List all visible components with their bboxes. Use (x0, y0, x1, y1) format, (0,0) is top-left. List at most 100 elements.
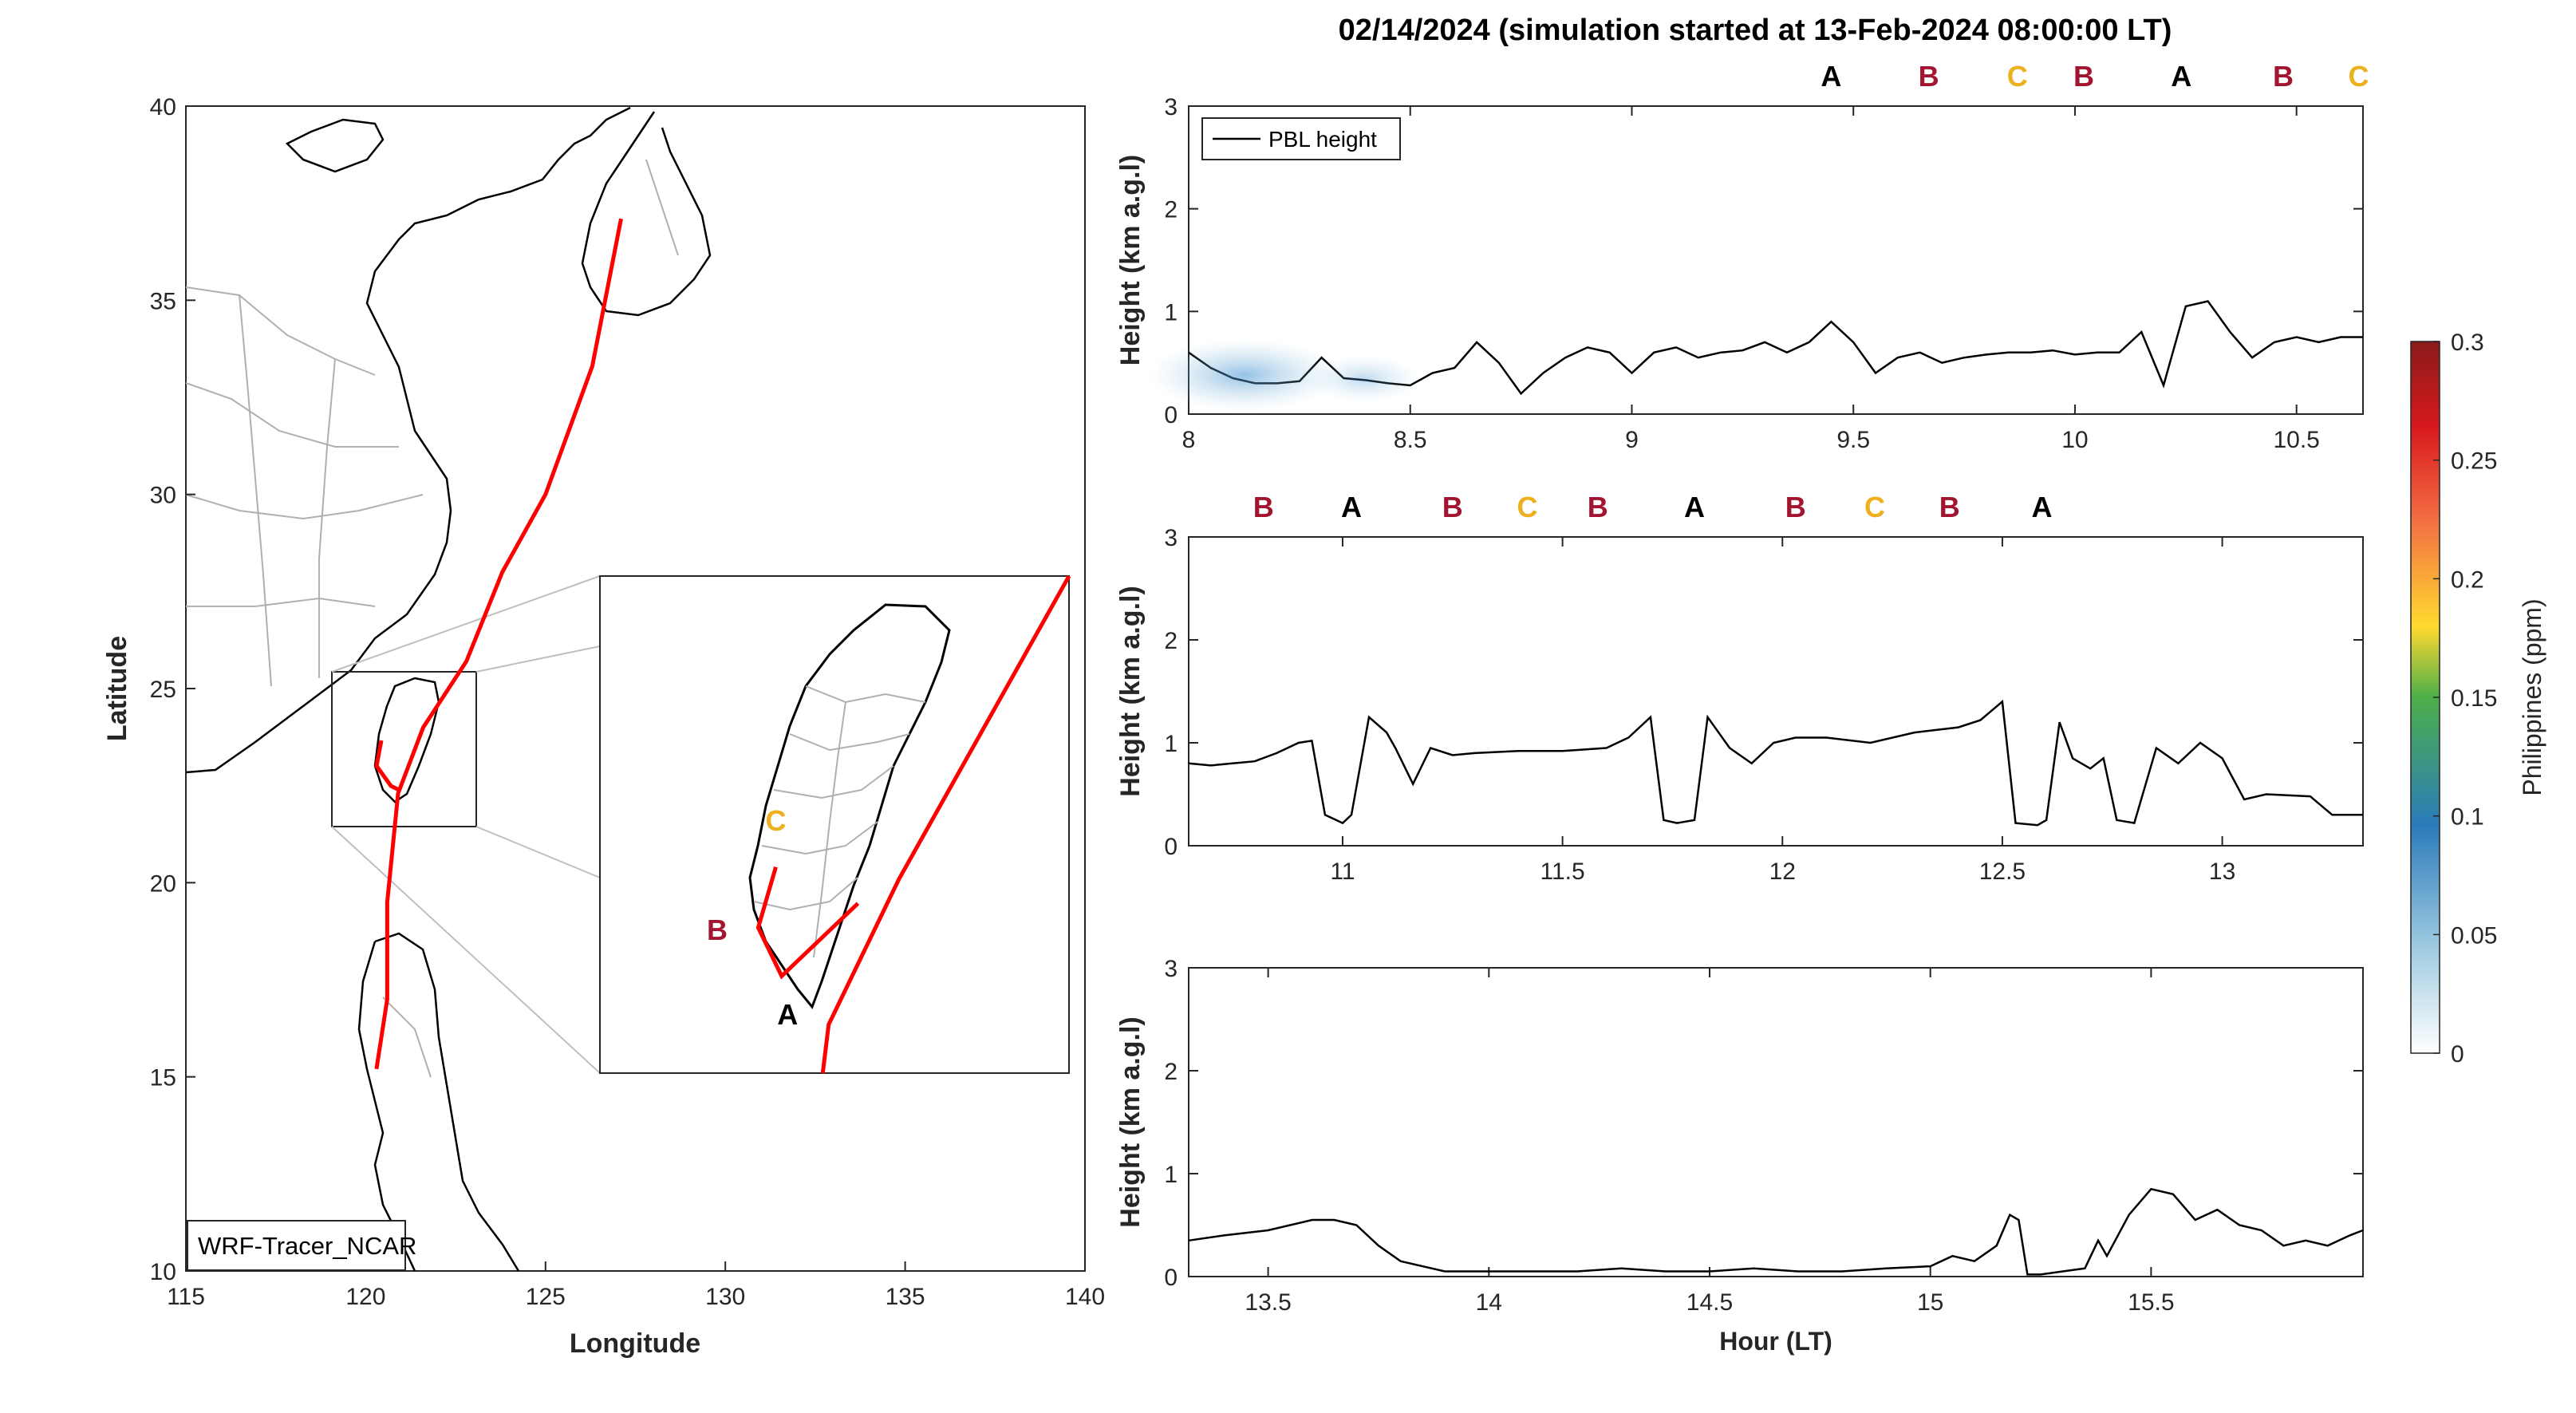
pbl-height-line (1188, 699, 2363, 827)
map-x-tick-label: 120 (345, 1284, 385, 1310)
map-x-tick-label: 130 (705, 1284, 745, 1310)
segment-marker-C: C (1864, 491, 1885, 523)
border-line (318, 358, 336, 678)
x-tick-label: 12 (1769, 858, 1796, 885)
inset-region-box (331, 671, 477, 827)
segment-marker-A: A (1341, 491, 1362, 523)
y-axis-label: Height (km a.g.l) (1115, 155, 1146, 365)
map-y-tick-label: 10 (150, 1259, 176, 1285)
y-tick-label: 3 (1164, 525, 1178, 551)
x-tick-label: 13.5 (1245, 1289, 1291, 1316)
tracer-shading (1149, 339, 1420, 411)
border-line (186, 597, 376, 607)
inset-connector (475, 826, 601, 878)
map-x-tick-label: 135 (886, 1284, 925, 1310)
segment-marker-C: C (1517, 491, 1538, 523)
segment-marker-B: B (1253, 491, 1274, 523)
x-tick-label: 11 (1330, 858, 1355, 885)
province-borders (185, 159, 679, 1078)
x-tick-label: 13 (2209, 858, 2235, 885)
model-label-box (187, 1220, 406, 1271)
y-axis-label: Height (km a.g.l) (1115, 586, 1146, 796)
segment-marker-A: A (1684, 491, 1705, 523)
x-tick-label: 14.5 (1686, 1289, 1733, 1316)
y-tick-label: 2 (1164, 1059, 1178, 1085)
figure-title: 02/14/2024 (simulation started at 13-Feb… (1339, 14, 2172, 47)
inset-connector (331, 575, 601, 673)
panel-axes-box (1188, 105, 2364, 415)
tracer-blob (1308, 355, 1420, 403)
inset-trajectory-main (820, 574, 1071, 1074)
pbl-panel-3: 13.5 14 14.5 15 15.5 0 1 2 3 Height (km a.g.l) Hou… (1115, 956, 2364, 1356)
map-x-tick-label: 115 (167, 1284, 205, 1310)
x-tick-label: 9.5 (1836, 427, 1870, 453)
trajectory-loop (374, 740, 400, 792)
y-axis-label: Height (km a.g.l) (1115, 1016, 1146, 1227)
colorbar-label: Philippines (ppm) (2518, 598, 2546, 795)
inset-connector (475, 645, 601, 673)
map-y-ticks: 10 15 20 25 30 35 40 (150, 94, 195, 1285)
bohai-coastline (285, 118, 385, 173)
x-tick-label: 15.5 (2128, 1289, 2174, 1316)
map-y-tick-label: 25 (150, 677, 176, 703)
colorbar: 0 0.05 0.1 0.15 0.2 0.25 0.3 Philippines (ppm) (2410, 330, 2546, 1068)
inset-label-C: C (766, 804, 787, 837)
border-line (645, 159, 679, 256)
map-y-tick-label: 20 (150, 870, 176, 897)
inset-taiwan-coastline (748, 603, 951, 1009)
y-tick-label: 0 (1164, 1265, 1178, 1291)
x-tick-label: 10 (2061, 427, 2088, 453)
inset-label-A: A (777, 998, 798, 1031)
border-line (773, 765, 894, 799)
panel-axes-box (1188, 967, 2364, 1277)
map-xlabel: Longitude (570, 1328, 700, 1359)
y-tick-label: 0 (1164, 402, 1178, 428)
colorbar-tick-label: 0.05 (2451, 922, 2497, 949)
tracer-blob (1149, 339, 1340, 411)
inset-box (599, 575, 1070, 1074)
x-tick-label: 10.5 (2273, 427, 2319, 453)
border-line (753, 877, 858, 911)
x-tick-label: 8 (1182, 427, 1196, 453)
y-tick-label: 1 (1164, 299, 1178, 326)
border-line (761, 821, 878, 855)
colorbar-ticks: 0 0.05 0.1 0.15 0.2 0.25 0.3 (2433, 330, 2497, 1068)
map-x-tick-label: 125 (526, 1284, 566, 1310)
colorbar-tick-label: 0.1 (2451, 804, 2484, 831)
y-tick-label: 3 (1164, 956, 1178, 982)
pbl-legend: PBL height (1201, 117, 1401, 160)
x-tick-label: 12.5 (1979, 858, 2026, 885)
border-line (789, 733, 910, 752)
map-y-tick-label: 35 (150, 288, 176, 314)
map-y-tick-label: 30 (150, 483, 176, 509)
y-tick-label: 2 (1164, 628, 1178, 654)
border-line (185, 286, 376, 376)
segment-marker-B: B (1785, 491, 1806, 523)
y-tick-label: 1 (1164, 731, 1178, 757)
segment-marker-B: B (1442, 491, 1463, 523)
panel-axes-box (1188, 536, 2364, 847)
border-line (813, 701, 846, 958)
x-tick-label: 9 (1625, 427, 1639, 453)
y-tick-label: 1 (1164, 1162, 1178, 1188)
segment-marker-B: B (1939, 491, 1960, 523)
colorbar-tick-label: 0.3 (2451, 330, 2484, 356)
segment-marker-C: C (2348, 60, 2369, 93)
inset-label-B: B (707, 914, 728, 946)
map-x-tick-label: 140 (1065, 1284, 1105, 1310)
segment-marker-C: C (2007, 60, 2028, 93)
map-ylabel: Latitude (102, 636, 132, 741)
map-panel: 115 120 125 130 135 140 10 15 20 25 30 35 40 Longit… (102, 94, 1105, 1359)
inset-labels: C B A (707, 804, 798, 1031)
segment-marker-A: A (2171, 60, 2191, 93)
map-x-ticks: 115 120 125 130 135 140 (167, 1261, 1105, 1310)
model-label: WRF-Tracer_NCAR (198, 1232, 416, 1260)
border-line (805, 685, 926, 704)
china-coastline (185, 106, 631, 774)
x-axis-label: Hour (LT) (1719, 1327, 1832, 1356)
segment-marker-A: A (1821, 60, 1841, 93)
map-y-tick-label: 15 (150, 1065, 176, 1091)
inset-trajectory-sub (755, 866, 860, 980)
colorbar-tick-label: 0 (2451, 1041, 2464, 1068)
colorbar-tick-label: 0.2 (2451, 566, 2484, 593)
